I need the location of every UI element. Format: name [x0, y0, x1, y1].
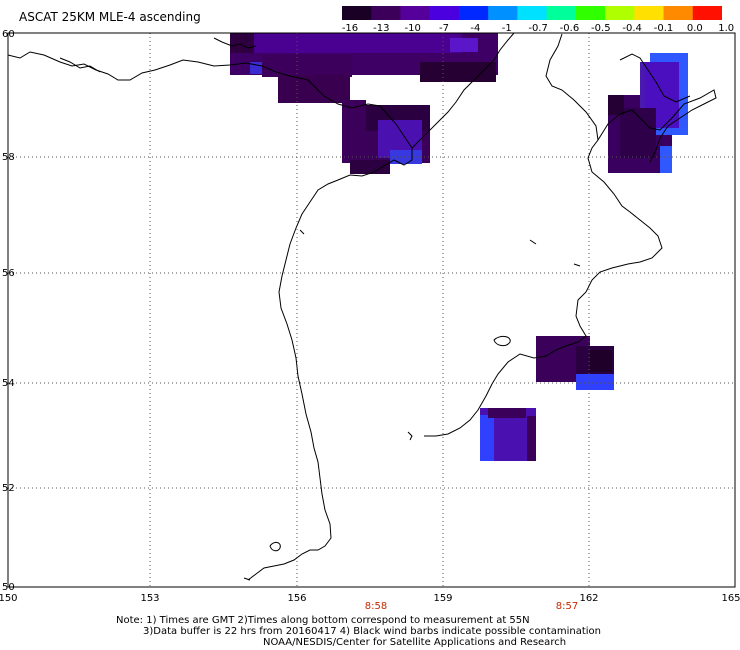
colorbar-label: 0.0	[686, 23, 703, 34]
longitude-labels: 150 153 156 159 162 165	[0, 593, 740, 604]
colorbar-labels: -16 -13 -10 -7 -4 -1 -0.7 -0.6 -0.5 -0.4 -0.1 0.0 1.…	[342, 23, 734, 37]
colorbar-swatch	[400, 6, 431, 20]
latitude-label: 56	[2, 268, 15, 279]
colorbar-label: -0.1	[653, 23, 674, 34]
colorbar-swatch	[371, 6, 402, 20]
colorbar-swatch	[575, 6, 606, 20]
colorbar-label: -7	[439, 23, 450, 34]
colorbar-label: -0.7	[528, 23, 548, 34]
footer-note-1: Note: 1) Times are GMT 2)Times along bot…	[116, 615, 530, 626]
swath-kamchatka-east	[536, 336, 614, 390]
colorbar-swatch	[429, 6, 460, 20]
swath-kamchatka-south	[480, 408, 536, 461]
colorbar-label: -0.5	[591, 23, 611, 34]
colorbar-swatch	[546, 6, 577, 20]
colorbar-swatch	[517, 6, 548, 20]
longitude-label: 159	[433, 593, 452, 604]
longitude-label: 165	[721, 593, 740, 604]
latitude-label: 58	[2, 152, 15, 163]
colorbar-label: -0.4	[622, 23, 642, 34]
colorbar-label: -13	[373, 23, 390, 34]
map-title: ASCAT 25KM MLE-4 ascending	[19, 10, 201, 24]
longitude-label: 162	[579, 593, 598, 604]
latitude-label: 52	[2, 483, 15, 494]
map-frame	[7, 32, 736, 588]
colorbar-swatch	[342, 6, 372, 20]
colorbar-label: -16	[341, 23, 359, 34]
colorbar-swatch	[634, 6, 665, 20]
latitude-labels: 60 58 56 54 52 50	[2, 29, 15, 593]
swath-shelikhov	[342, 105, 430, 174]
colorbar-label: -0.6	[559, 23, 580, 34]
latitude-label: 54	[2, 378, 15, 389]
latitude-label: 60	[2, 29, 15, 40]
footer-note-2: 3)Data buffer is 22 hrs from 20160417 4)…	[143, 626, 601, 637]
swath-north-okhotsk	[230, 33, 498, 120]
latitude-label: 50	[2, 582, 15, 593]
colorbar-label: -10	[404, 23, 421, 34]
swath-time-label: 8:57	[556, 601, 578, 612]
footer-credit: NOAA/NESDIS/Center for Satellite Applica…	[263, 637, 567, 648]
colorbar-swatch	[663, 6, 694, 20]
longitude-label: 153	[140, 593, 159, 604]
longitude-label: 156	[287, 593, 306, 604]
colorbar-label: 1.0	[718, 23, 735, 34]
time-labels: 8:58 8:57	[365, 601, 578, 612]
longitude-label: 150	[0, 593, 18, 604]
mle-colorbar	[342, 6, 722, 20]
swath-time-label: 8:58	[365, 601, 387, 612]
colorbar-label: -4	[470, 23, 481, 34]
colorbar-label: -1	[501, 23, 512, 34]
colorbar-swatch	[605, 6, 635, 20]
colorbar-swatch	[692, 6, 722, 20]
graticule	[8, 33, 735, 587]
coastline	[7, 32, 717, 581]
colorbar-swatch	[458, 6, 489, 20]
colorbar-swatch	[488, 6, 518, 20]
